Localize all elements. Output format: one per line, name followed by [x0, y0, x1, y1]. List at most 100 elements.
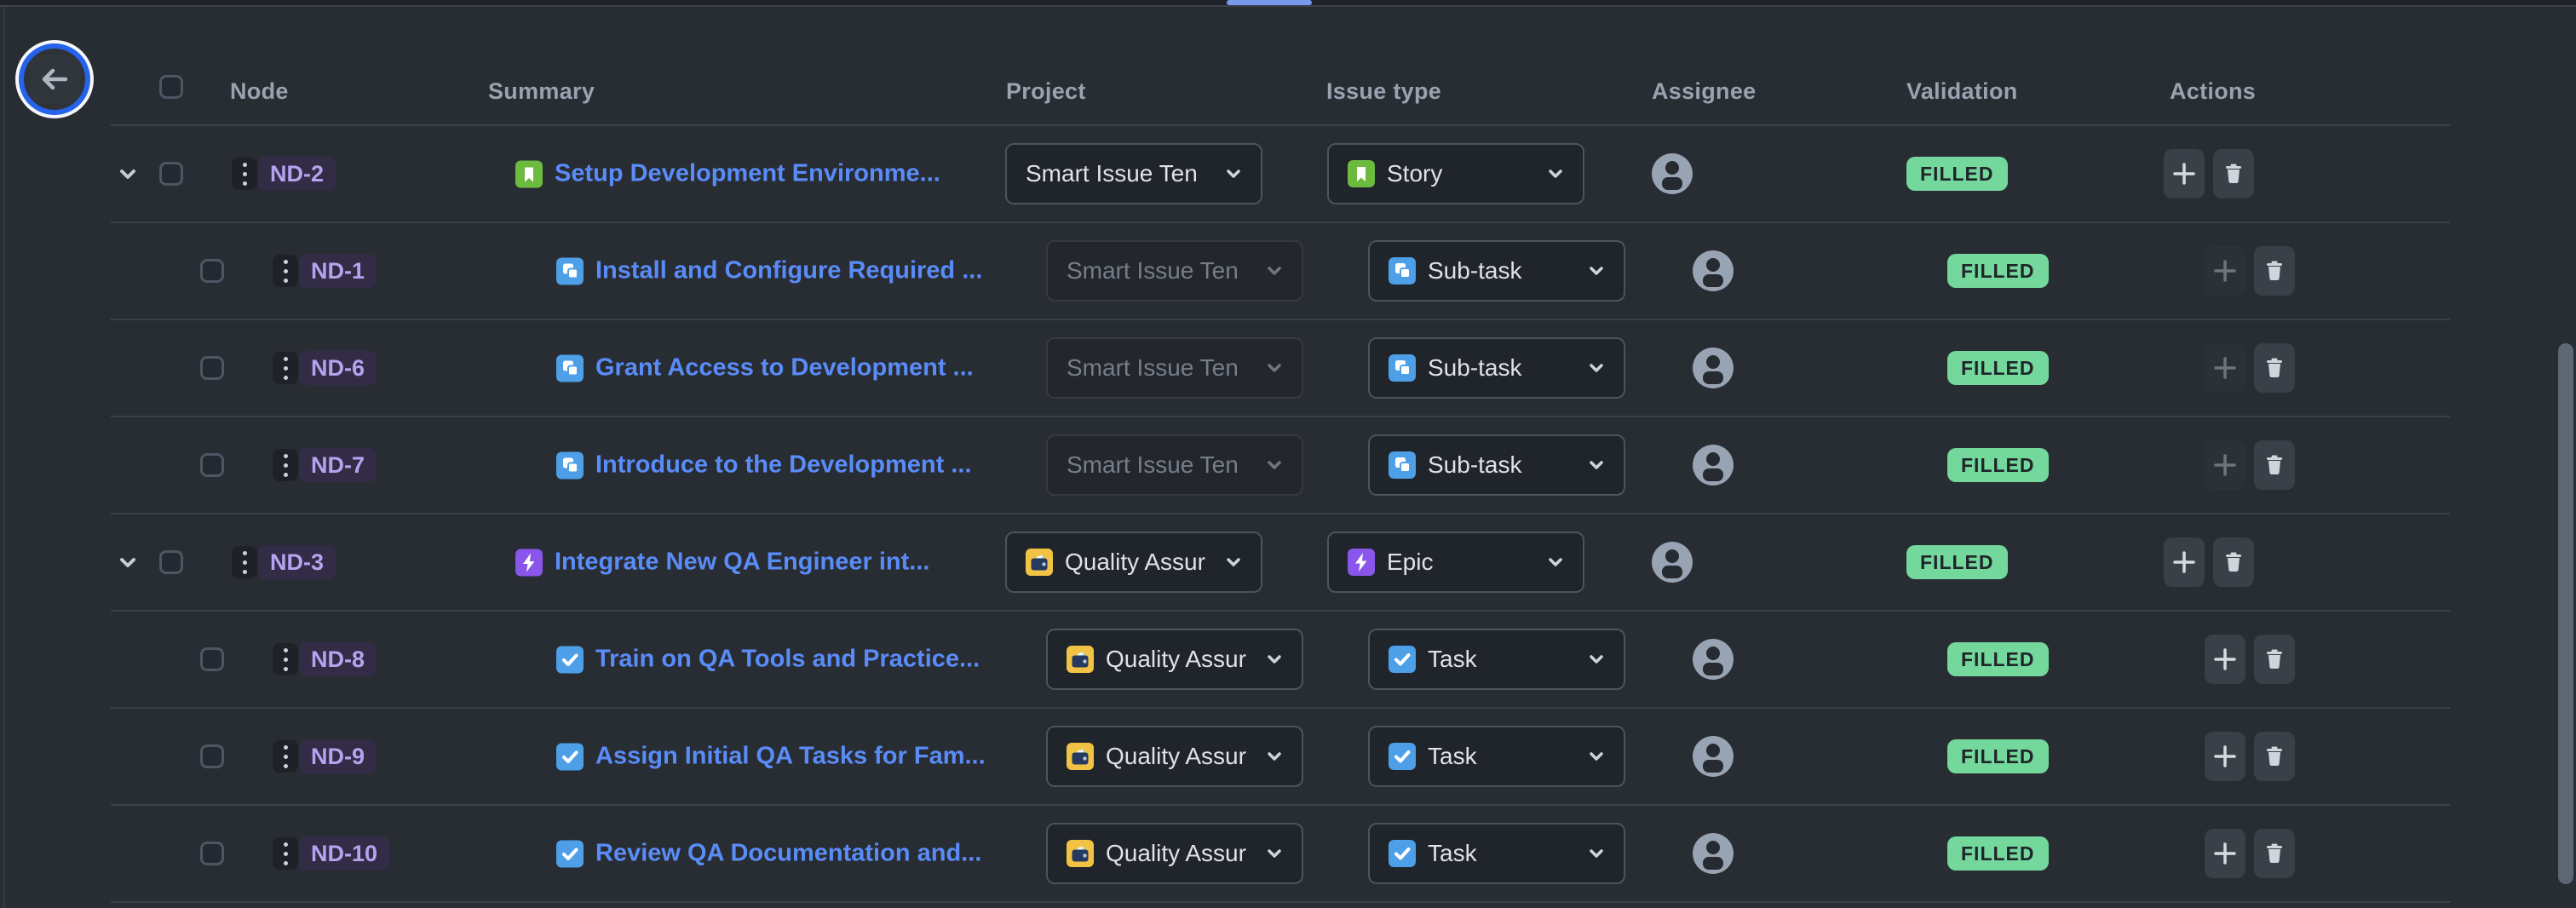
row-checkbox[interactable] — [200, 842, 224, 865]
issue-type-select[interactable]: Sub-task — [1368, 337, 1625, 399]
drag-handle[interactable] — [273, 352, 298, 384]
row-checkbox[interactable] — [200, 356, 224, 380]
table-row-nd-7: ND-7 Introduce to the Development ... Sm… — [111, 417, 2450, 514]
trash-icon — [2267, 843, 2282, 864]
node-id-badge: ND-2 — [258, 157, 336, 191]
column-header-validation: Validation — [1906, 78, 2018, 104]
delete-button[interactable] — [2254, 635, 2295, 684]
add-child-button — [2205, 343, 2245, 393]
assignee-avatar[interactable] — [1693, 736, 1734, 777]
row-checkbox[interactable] — [200, 647, 224, 671]
back-button[interactable] — [19, 43, 90, 115]
summary-text[interactable]: Train on QA Tools and Practice... — [595, 645, 980, 673]
add-child-button[interactable] — [2205, 635, 2245, 684]
row-checkbox[interactable] — [159, 162, 183, 186]
plus-icon — [2214, 357, 2236, 379]
row-checkbox[interactable] — [159, 550, 183, 574]
story-icon — [1348, 160, 1375, 187]
assignee-avatar[interactable] — [1693, 348, 1734, 388]
delete-button[interactable] — [2254, 440, 2295, 490]
add-child-button[interactable] — [2205, 829, 2245, 878]
summary-link[interactable]: Assign Initial QA Tasks for Fam... — [556, 743, 986, 771]
expand-chevron-icon[interactable] — [118, 164, 138, 184]
project-select[interactable]: Quality Assur — [1046, 823, 1303, 884]
row-actions — [2205, 343, 2295, 393]
summary-text[interactable]: Introduce to the Development ... — [595, 451, 972, 479]
node-id-badge: ND-8 — [299, 642, 377, 676]
issue-type-select[interactable]: Task — [1368, 629, 1625, 690]
summary-text[interactable]: Assign Initial QA Tasks for Fam... — [595, 742, 986, 770]
drag-handle[interactable] — [273, 837, 298, 870]
select-all-checkbox[interactable] — [159, 75, 183, 99]
drag-handle[interactable] — [273, 255, 298, 287]
project-select-value: Smart Issue Ten — [1067, 257, 1239, 284]
add-child-button — [2205, 246, 2245, 296]
assignee-avatar[interactable] — [1652, 153, 1693, 194]
issue-type-select[interactable]: Task — [1368, 726, 1625, 787]
table-header: Node Summary Project Issue type Assignee… — [111, 0, 2450, 126]
subtask-icon — [1389, 451, 1416, 479]
drag-handle[interactable] — [273, 449, 298, 481]
summary-link[interactable]: Integrate New QA Engineer int... — [515, 549, 929, 577]
project-select[interactable]: Quality Assur — [1005, 532, 1262, 593]
delete-button[interactable] — [2254, 829, 2295, 878]
row-checkbox[interactable] — [200, 259, 224, 283]
delete-button[interactable] — [2254, 732, 2295, 781]
issue-type-select[interactable]: Sub-task — [1368, 434, 1625, 496]
delete-button[interactable] — [2213, 149, 2254, 198]
add-child-button[interactable] — [2164, 537, 2205, 587]
drag-handle[interactable] — [273, 643, 298, 675]
expand-chevron-icon[interactable] — [118, 552, 138, 572]
chevron-down-icon — [1227, 558, 1240, 566]
assignee-avatar[interactable] — [1693, 250, 1734, 291]
summary-text[interactable]: Setup Development Environme... — [555, 159, 940, 187]
row-checkbox[interactable] — [200, 453, 224, 477]
node-id-badge: ND-10 — [299, 836, 390, 871]
project-select[interactable]: Quality Assur — [1046, 726, 1303, 787]
user-icon — [1652, 153, 1693, 194]
assignee-avatar[interactable] — [1652, 542, 1693, 583]
chevron-down-icon — [1590, 655, 1603, 664]
issue-type-select[interactable]: Task — [1368, 823, 1625, 884]
project-select[interactable]: Quality Assur — [1046, 629, 1303, 690]
delete-button[interactable] — [2254, 246, 2295, 296]
add-child-button[interactable] — [2164, 149, 2205, 198]
issue-type-select[interactable]: Story — [1327, 143, 1584, 204]
summary-text[interactable]: Integrate New QA Engineer int... — [555, 548, 930, 576]
add-child-button[interactable] — [2205, 732, 2245, 781]
chevron-down-icon — [1227, 170, 1240, 178]
table-row-nd-6: ND-6 Grant Access to Development ... Sma… — [111, 320, 2450, 417]
validation-status-label: FILLED — [1920, 162, 1994, 185]
drag-handle[interactable] — [273, 740, 298, 773]
panel-left-border — [3, 7, 5, 908]
issue-type-select-value: Sub-task — [1428, 257, 1522, 284]
row-checkbox[interactable] — [200, 744, 224, 768]
summary-link[interactable]: Introduce to the Development ... — [556, 451, 972, 480]
table-row-nd-3: ND-3 Integrate New QA Engineer int... Qu… — [111, 514, 2450, 612]
issue-type-select[interactable]: Sub-task — [1368, 240, 1625, 302]
summary-link[interactable]: Review QA Documentation and... — [556, 840, 981, 868]
assignee-avatar[interactable] — [1693, 639, 1734, 680]
delete-button[interactable] — [2213, 537, 2254, 587]
drag-handle[interactable] — [232, 546, 257, 578]
delete-button[interactable] — [2254, 343, 2295, 393]
summary-link[interactable]: Train on QA Tools and Practice... — [556, 646, 980, 674]
horizontal-scrollbar-thumb[interactable] — [1227, 0, 1312, 5]
summary-text[interactable]: Install and Configure Required ... — [595, 256, 983, 284]
assignee-avatar[interactable] — [1693, 833, 1734, 874]
summary-text[interactable]: Grant Access to Development ... — [595, 353, 974, 382]
summary-link[interactable]: Grant Access to Development ... — [556, 354, 974, 382]
vertical-scrollbar-thumb[interactable] — [2558, 343, 2573, 884]
summary-link[interactable]: Setup Development Environme... — [515, 160, 940, 188]
row-actions — [2205, 732, 2295, 781]
summary-text[interactable]: Review QA Documentation and... — [595, 839, 982, 867]
issue-type-select[interactable]: Epic — [1327, 532, 1584, 593]
node-id-label: ND-2 — [270, 160, 325, 187]
user-icon — [1693, 639, 1734, 680]
drag-handle[interactable] — [232, 158, 257, 190]
project-select[interactable]: Smart Issue Ten — [1005, 143, 1262, 204]
project-avatar-wallet-icon — [1067, 646, 1094, 673]
summary-link[interactable]: Install and Configure Required ... — [556, 257, 982, 285]
project-select-value: Smart Issue Ten — [1067, 451, 1239, 478]
assignee-avatar[interactable] — [1693, 445, 1734, 486]
